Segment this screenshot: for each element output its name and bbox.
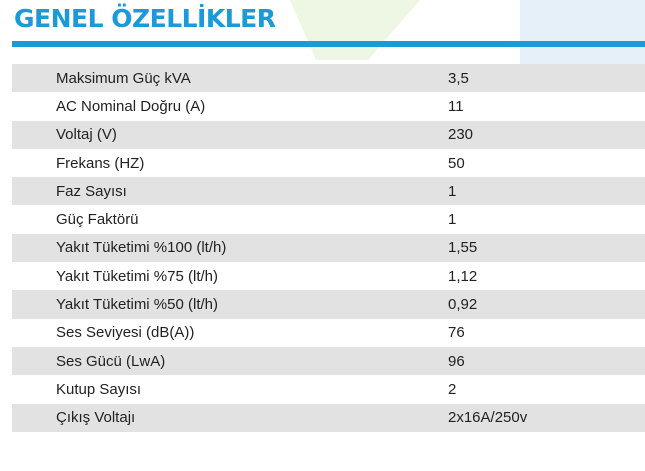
background-shape-blue	[520, 0, 645, 150]
spec-label: Yakıt Tüketimi %75 (lt/h)	[56, 267, 218, 285]
spec-label: AC Nominal Doğru (A)	[56, 97, 206, 115]
spec-value: 230	[448, 126, 474, 144]
spec-value: 1	[448, 182, 457, 200]
spec-value: 50	[448, 154, 465, 172]
table-row: Yakıt Tüketimi %100 (lt/h) 1,55	[12, 233, 645, 263]
spec-value: 2x16A/250v	[448, 409, 528, 427]
spec-value: 2	[448, 380, 457, 398]
spec-value: 0,92	[448, 296, 478, 314]
spec-value: 96	[448, 352, 465, 370]
background-shape-green	[290, 0, 420, 60]
spec-label: Frekans (HZ)	[56, 154, 145, 172]
table-row: Frekans (HZ) 50	[12, 148, 645, 178]
title-underline	[12, 41, 645, 47]
spec-label: Güç Faktörü	[56, 211, 139, 229]
table-row: Ses Gücü (LwA) 96	[12, 346, 645, 376]
spec-label: Yakıt Tüketimi %50 (lt/h)	[56, 296, 218, 314]
spec-label: Ses Gücü (LwA)	[56, 352, 166, 370]
table-row: AC Nominal Doğru (A) 11	[12, 92, 645, 121]
spec-label: Kutup Sayısı	[56, 380, 142, 398]
spec-label: Ses Seviyesi (dB(A))	[56, 324, 195, 342]
spec-label: Maksimum Güç kVA	[56, 69, 191, 87]
spec-value: 1,55	[448, 239, 478, 257]
spec-label: Faz Sayısı	[56, 182, 127, 200]
table-row: Yakıt Tüketimi %50 (lt/h) 0,92	[12, 290, 645, 319]
spec-value: 76	[448, 324, 465, 342]
table-row: Yakıt Tüketimi %75 (lt/h) 1,12	[12, 262, 645, 291]
table-row: Kutup Sayısı 2	[12, 375, 645, 404]
table-row: Faz Sayısı 1	[12, 177, 645, 206]
table-row: Voltaj (V) 230	[12, 120, 645, 149]
table-row: Maksimum Güç kVA 3,5	[12, 64, 645, 93]
spec-value: 1,12	[448, 267, 478, 285]
spec-label: Voltaj (V)	[56, 126, 117, 144]
table-row: Çıkış Voltajı 2x16A/250v	[12, 403, 645, 432]
table-row: Güç Faktörü 1	[12, 205, 645, 234]
spec-value: 3,5	[448, 69, 469, 87]
table-row: Ses Seviyesi (dB(A)) 76	[12, 318, 645, 347]
spec-label: Yakıt Tüketimi %100 (lt/h)	[56, 239, 227, 257]
section-title: GENEL ÖZELLİKLER	[14, 4, 276, 33]
spec-value: 11	[448, 97, 464, 115]
spec-table: Maksimum Güç kVA 3,5 AC Nominal Doğru (A…	[12, 64, 645, 432]
spec-label: Çıkış Voltajı	[56, 409, 136, 427]
spec-value: 1	[448, 211, 457, 229]
